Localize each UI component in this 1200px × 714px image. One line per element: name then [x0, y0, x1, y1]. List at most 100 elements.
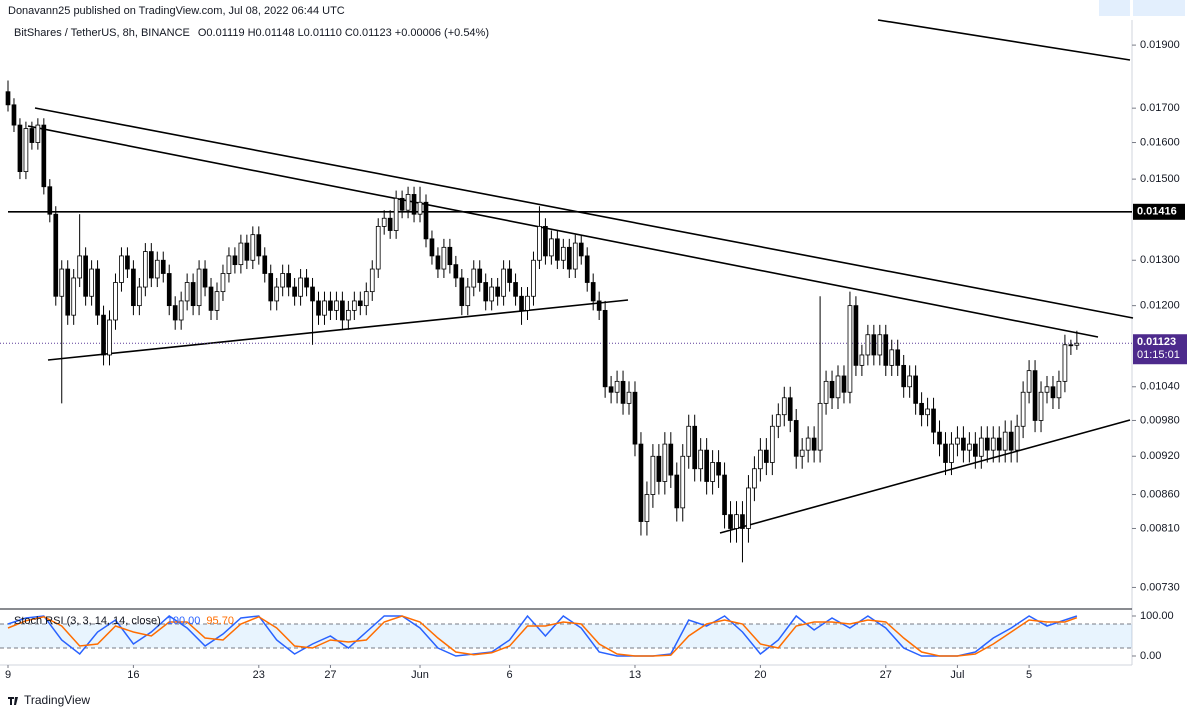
y-tick-label: 0.01900 — [1140, 39, 1180, 51]
candle-body — [614, 380, 620, 393]
candle-body — [59, 268, 65, 297]
stoch-line — [7, 615, 1078, 657]
candle-body — [632, 391, 638, 445]
x-tick-label: 6 — [507, 669, 513, 681]
y-tick-label: 0.01200 — [1140, 300, 1180, 312]
candle-body — [698, 449, 704, 470]
candle-body — [1008, 431, 1014, 451]
candle-body — [125, 255, 130, 270]
y-tick-label: 100.00 — [1140, 610, 1174, 622]
candle-body — [465, 286, 471, 307]
candle-body — [119, 255, 124, 283]
candle-body — [805, 437, 811, 451]
candle-body — [961, 437, 966, 451]
candle-body — [847, 305, 853, 393]
trendline — [34, 107, 1134, 319]
y-tick-label: 0.00980 — [1140, 414, 1180, 426]
stoch-line — [7, 614, 1078, 657]
candle-body — [346, 309, 351, 321]
candle-body — [447, 246, 453, 266]
candle-body — [435, 255, 441, 270]
candle-body — [811, 437, 817, 451]
candle-body — [214, 291, 220, 311]
candle-body — [483, 282, 489, 302]
candle-body — [220, 273, 226, 293]
candle-body — [787, 397, 793, 421]
candle-body — [525, 295, 530, 311]
candle-body — [710, 462, 715, 482]
candle-body — [937, 431, 942, 445]
candle-body — [495, 286, 500, 297]
candle-body — [148, 251, 154, 279]
candle-body — [286, 273, 291, 288]
candle-body — [549, 238, 554, 257]
candle-body — [734, 514, 739, 529]
candle-body — [555, 238, 560, 261]
stoch-value: 95.70 — [206, 615, 234, 627]
candle-body — [1050, 386, 1056, 399]
candle-body — [596, 300, 602, 311]
candle-body — [340, 300, 345, 321]
candle-body — [107, 319, 112, 356]
candle-body — [823, 380, 829, 404]
footer: TradingView — [24, 693, 90, 707]
candle-body — [387, 217, 393, 231]
x-tick-label: 13 — [629, 669, 641, 681]
candle-body — [238, 242, 244, 266]
candle-body — [656, 455, 662, 482]
candle-body — [865, 334, 871, 356]
candle-body — [226, 255, 232, 274]
level-label: 0.01416 — [1137, 206, 1177, 218]
candle-body — [835, 375, 841, 399]
candle-body — [11, 104, 17, 126]
candle-body — [1032, 370, 1038, 421]
candle-body — [77, 255, 82, 279]
candle-body — [602, 309, 608, 388]
candle-body — [304, 277, 309, 288]
x-tick-label: 16 — [127, 669, 139, 681]
low-value-box — [1133, 0, 1185, 16]
candle-body — [429, 238, 435, 257]
x-tick-label: 23 — [253, 669, 265, 681]
candle-body — [65, 268, 71, 316]
trendline — [877, 19, 1131, 61]
candle-body — [477, 268, 483, 283]
candle-body — [889, 349, 895, 366]
candle-body — [381, 217, 387, 227]
candle-body — [154, 259, 160, 279]
candle-body — [949, 443, 954, 463]
candle-body — [453, 264, 459, 279]
candle-body — [375, 225, 381, 270]
candle-body — [781, 397, 787, 416]
last-price-box — [1133, 334, 1187, 365]
candle-body — [351, 300, 357, 311]
candle-body — [1038, 391, 1044, 421]
candle-body — [369, 268, 375, 293]
candle-body — [53, 213, 59, 297]
candle-body — [973, 443, 978, 457]
candle-body — [877, 334, 883, 356]
level-label-box — [1133, 203, 1185, 220]
candle-body — [166, 273, 172, 307]
candle-body — [250, 234, 256, 261]
candle-body — [560, 246, 566, 261]
candle-body — [704, 449, 709, 482]
candle-body — [728, 514, 733, 529]
candle-body — [967, 443, 972, 451]
candle-body — [1056, 380, 1062, 399]
candle-body — [626, 391, 632, 404]
candle-body — [686, 425, 692, 457]
candle-body — [142, 251, 148, 288]
candle-body — [1026, 370, 1032, 393]
low-tag-box — [1099, 0, 1130, 16]
candle-body — [913, 375, 918, 404]
candle-body — [202, 268, 208, 288]
candle-body — [232, 255, 238, 266]
candle-body — [590, 282, 596, 302]
candle-body — [990, 437, 996, 451]
candle-body — [984, 437, 990, 451]
candle-body — [531, 259, 536, 297]
candle-body — [47, 186, 53, 215]
